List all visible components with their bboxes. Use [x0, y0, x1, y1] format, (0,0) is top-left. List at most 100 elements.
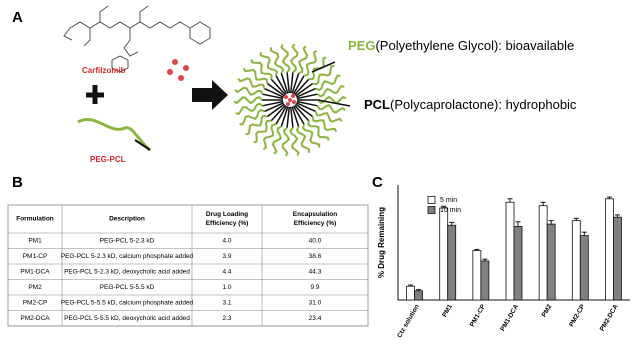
shell-chain — [308, 56, 327, 81]
x-tick-label: PM2-DCA — [599, 303, 620, 332]
x-tick-label: PM1 — [441, 303, 454, 318]
bar — [447, 224, 457, 301]
table-cell: PEG-PCL 5-2.3 kD, calcium phosphate adde… — [61, 253, 194, 260]
peg-abbr: PEG — [348, 38, 375, 53]
shell-chain — [262, 123, 277, 151]
bar — [439, 207, 449, 301]
x-tick-label: PM2-CP — [568, 303, 587, 328]
table-cell: 44.3 — [309, 268, 322, 275]
core-drug — [284, 95, 288, 99]
panel-label: A — [12, 9, 23, 26]
table-cell: PM2-DCA — [20, 315, 50, 322]
table-cell: 23.4 — [309, 315, 322, 322]
bar — [579, 235, 589, 301]
x-tick-label: Ctz solution — [396, 303, 421, 339]
shell-chain — [242, 67, 269, 84]
core-chain — [270, 104, 286, 122]
table-cell: 38.6 — [309, 253, 322, 260]
x-tick-label: PM2 — [541, 303, 554, 318]
core-chain — [280, 106, 289, 127]
core-chain — [280, 73, 289, 94]
table-cell: 2.3 — [222, 315, 231, 322]
bar — [605, 198, 614, 301]
table-cell: PM2-CP — [23, 299, 48, 306]
shell-chain — [235, 102, 264, 116]
plus — [86, 85, 104, 104]
pointer — [311, 61, 336, 73]
y-axis-label: % Drug Remaining — [377, 207, 386, 278]
table-cell: 40.0 — [309, 237, 322, 244]
legend-swatch — [427, 206, 436, 214]
table-cell: 4.4 — [222, 268, 231, 275]
pcl-abbr: PCL — [364, 97, 390, 112]
table-cell: 3.9 — [222, 253, 231, 260]
shell-chain — [289, 127, 300, 156]
drug-dots — [167, 59, 189, 81]
table-cell: PM1 — [28, 237, 42, 244]
table: Formulation Description Drug Loading Effici… — [7, 204, 369, 327]
shell-chain — [237, 77, 266, 89]
bar — [538, 205, 548, 301]
table-header-line: Encapsulation — [293, 211, 337, 218]
core-chain — [286, 106, 291, 128]
shell-chain — [301, 123, 321, 148]
bar — [406, 285, 415, 301]
polymer-chain — [77, 118, 151, 152]
polymer-tail — [134, 139, 151, 151]
shell-chain — [289, 43, 299, 73]
shell-chain — [316, 84, 345, 98]
bar — [613, 216, 622, 301]
drug-label: Carfilzomib — [82, 66, 126, 75]
shell-chain — [271, 125, 282, 155]
core-chain — [292, 105, 305, 125]
table-cell: PEG-PCL 5-5.5 kD — [100, 284, 155, 291]
pcl-text: (Polycaprolactone): hydrophobic — [390, 97, 577, 112]
chart: % Drug Remaining Ctz solution PM1 PM1-CP PM1… — [377, 185, 630, 339]
shell-chain — [315, 74, 341, 92]
bar — [546, 223, 556, 301]
bar — [505, 201, 515, 301]
polymer-label: PEG-PCL — [90, 155, 126, 164]
core-chain — [264, 102, 284, 113]
shell-chain — [269, 47, 285, 74]
core-chain — [294, 104, 310, 122]
x-tick-label: PM1-CP — [469, 303, 488, 328]
table-cell: 31.0 — [309, 299, 322, 306]
table-cell: PM1-DCA — [20, 268, 50, 275]
table-cell: PM1-CP — [23, 253, 48, 260]
legend-swatch — [427, 196, 436, 204]
bar — [513, 225, 523, 301]
table-cell: PEG-PCL 5-2.3 kD — [100, 237, 155, 244]
table-header: Formulation — [16, 216, 54, 223]
pcl-label: PCL(Polycaprolactone): hydrophobic — [364, 97, 577, 112]
core-chain — [295, 82, 314, 97]
shell-chain — [303, 49, 318, 77]
legend-label: 5 min — [440, 197, 457, 204]
core-chain — [289, 106, 294, 128]
core-chain — [292, 75, 305, 95]
shell-chain — [250, 59, 273, 80]
table-cell: 9.9 — [310, 284, 319, 291]
core-chain — [275, 105, 288, 125]
shell-chain — [295, 126, 311, 153]
table-cell: PEG-PCL 5-5.5 kD, deoxycholic acid added — [64, 315, 190, 322]
shell-chain — [233, 96, 263, 105]
bar — [571, 220, 581, 301]
shell-chain — [259, 52, 279, 77]
bar — [472, 250, 482, 301]
table-header: Description — [109, 216, 145, 223]
shell-chain — [234, 86, 264, 96]
core-drug — [286, 102, 290, 106]
shell-chain — [311, 116, 338, 133]
shell-chain — [280, 44, 291, 73]
shell-chain — [298, 45, 309, 75]
bar — [480, 260, 490, 301]
shell-chain — [307, 120, 330, 141]
shell-chain — [239, 108, 265, 126]
table-cell: 1.0 — [222, 284, 231, 291]
table-cell: 3.1 — [222, 299, 231, 306]
legend-label: 10 min — [440, 207, 461, 214]
panel-label: B — [12, 174, 23, 191]
